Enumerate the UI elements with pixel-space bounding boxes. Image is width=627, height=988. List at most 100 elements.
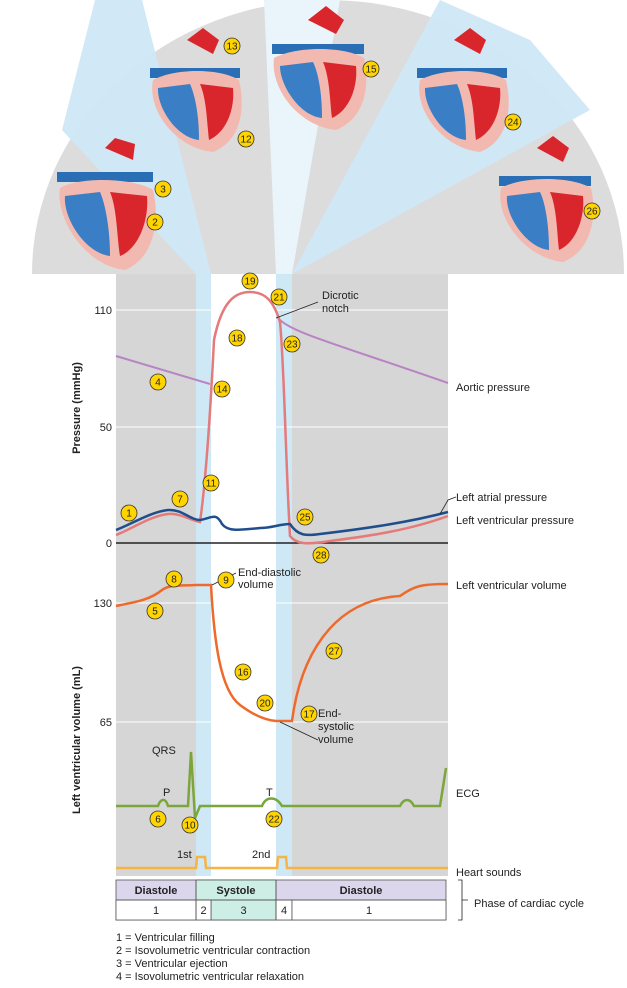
heart-icon <box>57 138 156 270</box>
svg-text:19: 19 <box>244 277 256 288</box>
svg-text:20: 20 <box>259 699 271 710</box>
ventricular-volume-curve <box>115 582 449 723</box>
svg-text:22: 22 <box>268 815 280 826</box>
svg-text:26: 26 <box>586 207 598 218</box>
marker: 28 <box>312 546 330 564</box>
ventricular-pressure-curve <box>115 290 449 545</box>
marker: 12 <box>237 130 255 148</box>
svg-text:7: 7 <box>177 495 183 506</box>
phase-legend: 1 = Ventricular filling 2 = Isovolumetri… <box>116 932 516 984</box>
marker: 2 <box>146 213 164 231</box>
svg-text:13: 13 <box>226 42 238 53</box>
phase-bracket <box>458 879 468 921</box>
svg-text:25: 25 <box>299 513 311 524</box>
marker: 26 <box>583 202 601 220</box>
atrial-pressure-curve <box>115 508 449 537</box>
t-wave-label: T <box>266 787 273 799</box>
svg-text:17: 17 <box>303 710 315 721</box>
svg-text:24: 24 <box>507 118 519 129</box>
marker: 25 <box>296 508 314 526</box>
band-diastole-left <box>116 274 196 876</box>
band-isovolumetric-contraction <box>196 274 211 876</box>
phase-of-cycle-label: Phase of cardiac cycle <box>474 898 584 910</box>
marker: 3 <box>154 180 172 198</box>
marker: 9 <box>217 571 235 589</box>
phase-number-1-right: 1 <box>366 905 372 917</box>
legend-item: 3 = Ventricular ejection <box>116 958 228 970</box>
legend-item: 4 = Isovolumetric ventricular relaxation <box>116 971 304 983</box>
dicrotic-notch-label-2: notch <box>322 303 349 315</box>
marker: 20 <box>256 694 274 712</box>
dicrotic-notch-label: Dicrotic <box>322 290 359 302</box>
svg-text:12: 12 <box>240 135 252 146</box>
svg-text:9: 9 <box>223 576 229 587</box>
marker: 6 <box>149 810 167 828</box>
marker: 14 <box>213 380 231 398</box>
marker: 5 <box>146 602 164 620</box>
marker: 18 <box>228 329 246 347</box>
left-ventricular-pressure-label: Left ventricular pressure <box>456 515 574 527</box>
svg-text:11: 11 <box>206 479 217 490</box>
marker: 17 <box>300 705 318 723</box>
ecg-label: ECG <box>456 788 480 800</box>
marker: 22 <box>265 810 283 828</box>
svg-text:14: 14 <box>216 385 228 396</box>
svg-text:1: 1 <box>126 509 132 520</box>
marker: 23 <box>283 335 301 353</box>
heart-icon <box>150 28 242 152</box>
marker: 21 <box>270 288 288 306</box>
p-wave-label: P <box>163 787 170 799</box>
tick-110: 110 <box>94 305 112 317</box>
left-ventricular-volume-label: Left ventricular volume <box>456 580 567 592</box>
heart-icon <box>272 6 367 130</box>
end-systolic-label-3: volume <box>318 734 353 746</box>
phase-systole: Systole <box>216 885 255 897</box>
end-diastolic-label-2: volume <box>238 579 273 591</box>
svg-text:8: 8 <box>171 575 177 586</box>
phase-bar <box>115 879 447 921</box>
beam-right <box>292 0 590 274</box>
marker: 8 <box>165 570 183 588</box>
heart-sounds-trace <box>116 855 448 870</box>
tick-130: 130 <box>94 598 112 610</box>
end-systolic-label-2: systolic <box>318 721 355 733</box>
volume-axis-label: Left ventricular volume (mL) <box>71 666 83 814</box>
marker: 7 <box>171 490 189 508</box>
pressure-axis-label: Pressure (mmHg) <box>71 362 83 454</box>
aortic-pressure-label: Aortic pressure <box>456 382 530 394</box>
marker: 4 <box>149 373 167 391</box>
band-diastole-right <box>292 274 448 876</box>
phase-number-1-left: 1 <box>153 905 159 917</box>
svg-text:6: 6 <box>155 815 161 826</box>
marker: 10 <box>181 816 199 834</box>
phase-diastole-right: Diastole <box>340 885 383 897</box>
marker: 11 <box>202 474 220 492</box>
tick-65: 65 <box>100 717 112 729</box>
svg-text:2: 2 <box>152 218 158 229</box>
marker: 24 <box>504 113 522 131</box>
marker: 19 <box>241 272 259 290</box>
phase-number-4: 4 <box>281 905 287 917</box>
svg-text:27: 27 <box>328 647 340 658</box>
phase-number-2: 2 <box>200 905 206 917</box>
svg-text:16: 16 <box>237 668 249 679</box>
marker: 15 <box>362 60 380 78</box>
svg-text:21: 21 <box>273 293 285 304</box>
svg-text:15: 15 <box>365 65 377 76</box>
svg-text:4: 4 <box>155 378 161 389</box>
heart-sounds-label: Heart sounds <box>456 867 522 879</box>
tick-0: 0 <box>106 538 112 550</box>
svg-text:28: 28 <box>315 551 327 562</box>
svg-text:18: 18 <box>231 334 243 345</box>
phase-diastole-left: Diastole <box>135 885 178 897</box>
heart-icon <box>417 28 509 152</box>
end-systolic-label: End- <box>318 708 342 720</box>
svg-text:10: 10 <box>184 821 196 832</box>
tick-50: 50 <box>100 422 112 434</box>
marker: 16 <box>234 663 252 681</box>
aortic-pressure-curve <box>115 317 449 385</box>
svg-text:5: 5 <box>152 607 158 618</box>
legend-item: 1 = Ventricular filling <box>116 932 215 944</box>
left-atrial-pressure-label: Left atrial pressure <box>456 492 547 504</box>
